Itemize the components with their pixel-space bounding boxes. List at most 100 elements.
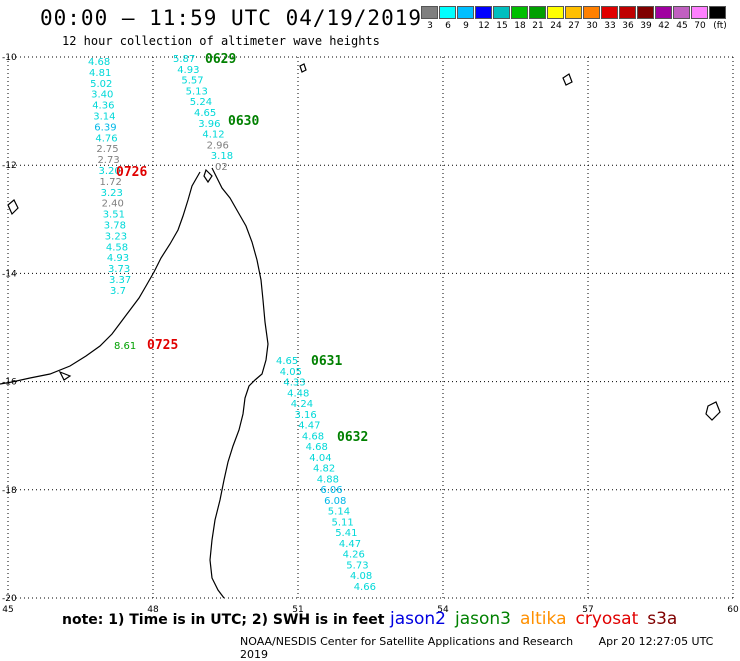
reunion-style-island xyxy=(705,401,721,421)
swh-value: 4.66 xyxy=(354,582,376,593)
legend-tick: 24 xyxy=(550,21,562,31)
swh-value: 6.08 xyxy=(324,496,346,507)
swh-value: 5.87 xyxy=(173,54,195,65)
legend-tick: 15 xyxy=(496,21,508,31)
pass-label: 0631 xyxy=(311,354,342,369)
swh-value: 4.68 xyxy=(88,57,110,68)
legend-swatch xyxy=(475,6,492,19)
latitude-label: -14 xyxy=(2,269,17,279)
legend-swatch xyxy=(457,6,474,19)
swh-value: 4.04 xyxy=(309,453,331,464)
legend-tick: 6 xyxy=(445,21,451,31)
mainland-coast-west xyxy=(7,199,72,381)
swh-value: 2.75 xyxy=(96,144,118,155)
north-track-values: 5.874.935.575.135.244.653.964.122.963.18… xyxy=(173,54,233,173)
swh-value: 4.68 xyxy=(306,442,328,453)
legend-tick: 45 xyxy=(676,21,688,31)
swh-value: 3.23 xyxy=(101,188,123,199)
swh-value: 4.88 xyxy=(317,474,339,485)
longitude-label: 57 xyxy=(582,605,593,615)
swh-value: 3.14 xyxy=(93,112,115,123)
islet-north xyxy=(299,63,307,73)
pass-label: 0629 xyxy=(205,52,236,67)
satellite-name: cryosat xyxy=(575,609,639,629)
map-subtitle: 12 hour collection of altimeter wave hei… xyxy=(62,34,380,48)
longitude-label: 60 xyxy=(727,605,739,615)
latitude-label: -20 xyxy=(2,594,17,604)
swh-value: 4.76 xyxy=(95,133,117,144)
longitude-label: 45 xyxy=(2,605,13,615)
legend-swatch xyxy=(565,6,582,19)
swh-value: 4.36 xyxy=(92,101,114,112)
legend-swatch xyxy=(637,6,654,19)
legend-tick: 30 xyxy=(586,21,598,31)
comoros-island-1 xyxy=(562,73,573,86)
swh-value: 1.72 xyxy=(100,177,122,188)
credit-text: NOAA/NESDIS Center for Satellite Applica… xyxy=(240,635,574,648)
legend-tick: 27 xyxy=(568,21,580,31)
longitude-label: 48 xyxy=(147,605,159,615)
legend-tick: 42 xyxy=(658,21,670,31)
swh-value: 4.26 xyxy=(343,550,365,561)
legend-swatch xyxy=(655,6,672,19)
swh-value: 3.16 xyxy=(295,410,317,421)
south-track-values: 4.654.054.334.484.243.164.474.684.684.04… xyxy=(276,356,376,593)
lat-lon-grid xyxy=(7,56,734,599)
swh-value: 2.73 xyxy=(97,155,119,166)
swh-value: 3.40 xyxy=(91,90,113,101)
nosy-be-island xyxy=(203,168,213,184)
satellite-legend: jason2 jason3 altika cryosat s3a xyxy=(390,609,686,629)
swh-value: 4.12 xyxy=(202,130,224,141)
swh-value: 4.81 xyxy=(89,68,111,79)
legend-swatch xyxy=(619,6,636,19)
legend-swatch xyxy=(709,6,726,19)
swh-value: 4.08 xyxy=(350,571,372,582)
legend-tick: 36 xyxy=(622,21,634,31)
satellite-name: altika xyxy=(520,609,567,629)
swh-value: 5.13 xyxy=(186,86,208,97)
longitude-label: 54 xyxy=(437,605,449,615)
swh-value: 4.47 xyxy=(339,539,361,550)
west-track-values: 4.684.815.023.404.363.146.394.762.752.73… xyxy=(88,57,136,352)
legend-tick: 12 xyxy=(478,21,490,31)
longitude-label: 51 xyxy=(292,605,303,615)
legend-swatch xyxy=(691,6,708,19)
legend-swatch xyxy=(421,6,438,19)
pass-label: 0632 xyxy=(337,430,368,445)
legend-swatches xyxy=(421,6,731,19)
swh-value: 4.82 xyxy=(313,464,335,475)
swh-value: 6.39 xyxy=(94,122,116,133)
legend-tick: 33 xyxy=(604,21,616,31)
legend-tick: 70 xyxy=(694,21,706,31)
pass-label: 0726 xyxy=(116,165,147,180)
pass-labels: 0629 0630 0726 0725 0631 0632 xyxy=(116,52,368,445)
swh-value: 5.14 xyxy=(328,507,350,518)
color-scale-legend: 3 6 9 12 15 18 21 24 27 30 33 36 39 42 45 70 (ft) xyxy=(421,6,731,31)
swh-value: 4.47 xyxy=(298,421,320,432)
swh-value: 4.93 xyxy=(177,65,199,76)
legend-tick: 9 xyxy=(463,21,469,31)
swh-value: 3.7 xyxy=(110,286,126,297)
swh-value: 4.33 xyxy=(283,378,305,389)
swh-value: 3.18 xyxy=(211,151,233,162)
legend-tick: 3 xyxy=(427,21,433,31)
latitude-label: -18 xyxy=(2,486,17,496)
pass-label: 0725 xyxy=(147,338,178,353)
swh-value: 5.57 xyxy=(181,76,203,87)
swh-value: 3.23 xyxy=(105,231,127,242)
satellite-name: s3a xyxy=(647,609,678,629)
legend-swatch xyxy=(601,6,618,19)
swh-value: 5.41 xyxy=(335,528,357,539)
swh-value: 4.48 xyxy=(287,388,309,399)
swh-value: 4.65 xyxy=(194,108,216,119)
map-title: 00:00 – 11:59 UTC 04/19/2019 xyxy=(40,6,423,30)
swh-value: 5.02 xyxy=(90,79,112,90)
legend-unit: (ft) xyxy=(713,21,727,31)
legend-swatch xyxy=(529,6,546,19)
legend-tick: 21 xyxy=(532,21,544,31)
swh-value: 4.93 xyxy=(107,253,129,264)
swh-value: 02 xyxy=(215,162,228,173)
swh-value: 4.05 xyxy=(280,367,302,378)
satellite-name: jason3 xyxy=(455,609,511,629)
